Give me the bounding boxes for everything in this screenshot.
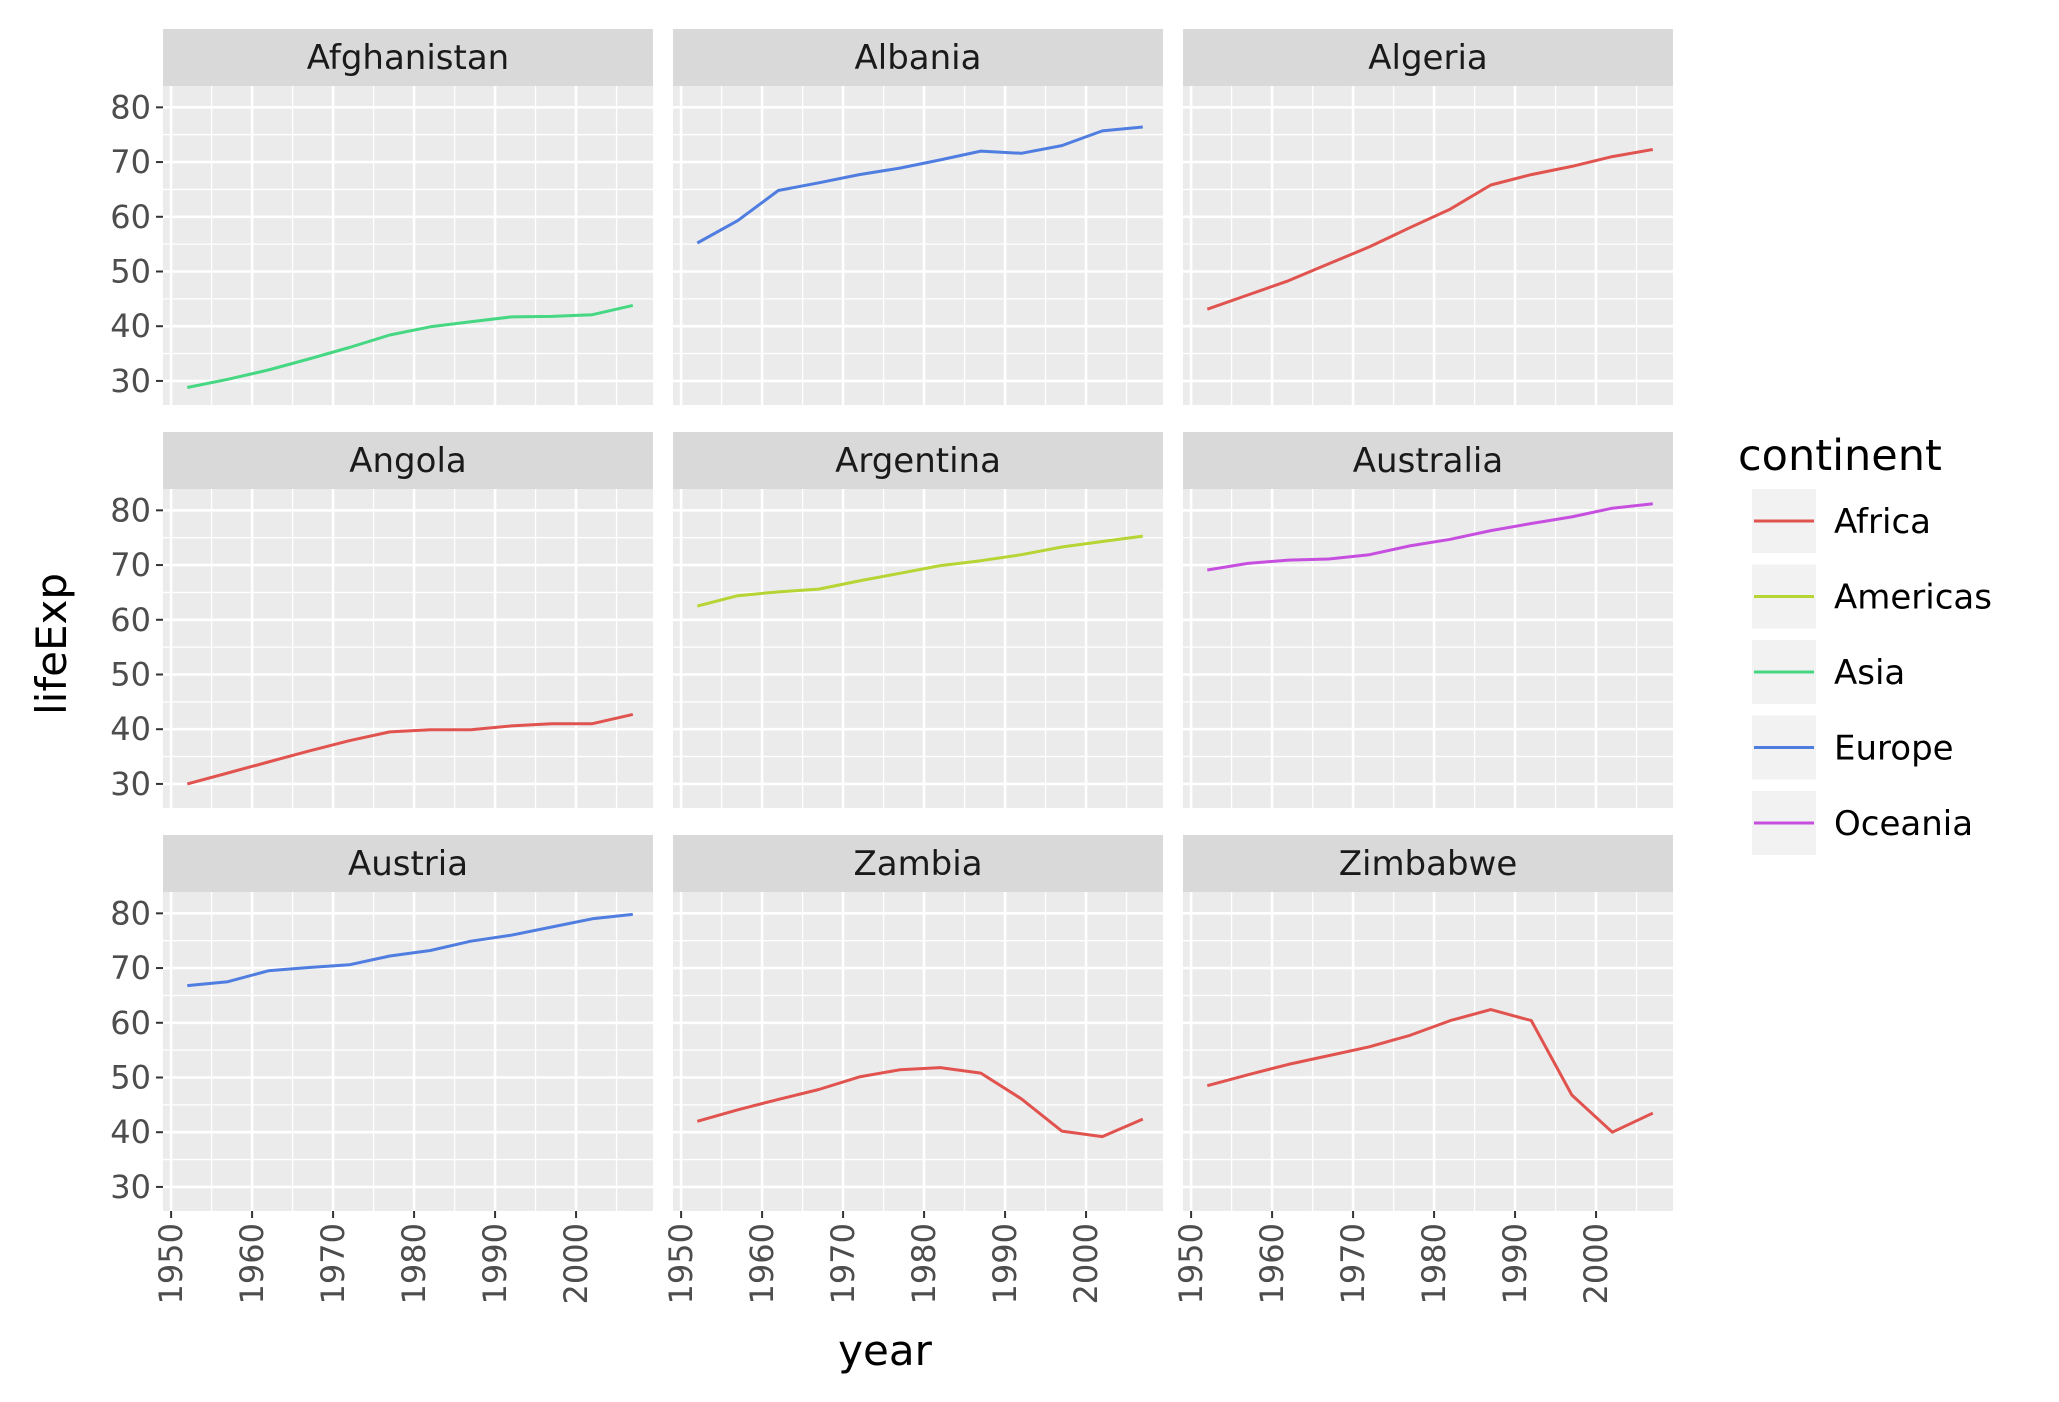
facet-label: Argentina bbox=[835, 441, 1001, 481]
legend-item-asia: Asia bbox=[1752, 640, 1905, 704]
series-line-zambia bbox=[696, 1066, 1144, 1139]
facet-strip bbox=[163, 432, 653, 489]
facet-panel-algeria: Algeria bbox=[1183, 29, 1673, 405]
x-tick-label: 1990 bbox=[476, 1223, 514, 1304]
x-axis: 1950 1960 1970 1980 1990 2000 1950 1960 1970 1980… bbox=[152, 1211, 1615, 1304]
legend-label: Europe bbox=[1834, 729, 1954, 769]
facet-label: Albania bbox=[855, 38, 982, 78]
panel-background bbox=[1183, 892, 1673, 1211]
legend-label: Africa bbox=[1834, 502, 1931, 542]
legend-label: Americas bbox=[1834, 578, 1992, 618]
legend-title: continent bbox=[1738, 431, 1942, 481]
panel-background bbox=[673, 86, 1163, 405]
x-tick-label: 2000 bbox=[557, 1223, 595, 1304]
y-tick-label: 80 bbox=[110, 491, 151, 529]
y-tick-label: 30 bbox=[110, 765, 151, 803]
x-tick-label: 1960 bbox=[233, 1223, 271, 1304]
facet-strip bbox=[673, 432, 1163, 489]
x-tick-label: 1950 bbox=[1172, 1223, 1210, 1304]
y-tick-label: 60 bbox=[110, 601, 151, 639]
x-tick-label: 1980 bbox=[905, 1223, 943, 1304]
legend-label: Asia bbox=[1834, 653, 1905, 693]
y-axis: 30 40 50 60 70 80 30 40 50 60 70 80 30 40 50 60 70 80 bbox=[110, 88, 163, 1206]
x-tick-label: 1990 bbox=[986, 1223, 1024, 1304]
facet-strip bbox=[673, 29, 1163, 86]
facet-panel-australia: Australia bbox=[1183, 432, 1673, 808]
panel-background bbox=[163, 86, 653, 405]
y-tick-label: 50 bbox=[110, 252, 151, 290]
x-tick-label: 1950 bbox=[662, 1223, 700, 1304]
series-line-australia bbox=[1207, 502, 1653, 572]
facet-label: Afghanistan bbox=[307, 38, 509, 78]
series-line-zimbabwe bbox=[1206, 1008, 1654, 1134]
y-tick-label: 80 bbox=[110, 894, 151, 932]
facet-panel-afghanistan: Afghanistan bbox=[163, 29, 653, 405]
x-tick-label: 1970 bbox=[824, 1223, 862, 1304]
y-tick-label: 30 bbox=[110, 362, 151, 400]
facet-strip bbox=[1183, 432, 1673, 489]
facet-label: Algeria bbox=[1368, 38, 1487, 78]
panel-background bbox=[673, 489, 1163, 808]
series-line-austria bbox=[187, 912, 633, 988]
y-tick-label: 60 bbox=[110, 1004, 151, 1042]
facet-panel-austria: Austria bbox=[163, 835, 653, 1211]
y-tick-label: 70 bbox=[110, 546, 151, 584]
x-tick-label: 1970 bbox=[314, 1223, 352, 1304]
legend-item-africa: Africa bbox=[1752, 489, 1931, 553]
x-tick-label: 2000 bbox=[1577, 1223, 1615, 1304]
x-tick-label: 1960 bbox=[743, 1223, 781, 1304]
facet-panel-angola: Angola bbox=[163, 432, 653, 808]
facet-panel-albania: Albania bbox=[673, 29, 1163, 405]
facet-panel-argentina: Argentina bbox=[673, 432, 1163, 808]
legend-item-oceania: Oceania bbox=[1752, 791, 1973, 855]
facet-panel-zambia: Zambia bbox=[673, 835, 1163, 1211]
series-line-albania bbox=[696, 125, 1143, 245]
series-line-angola bbox=[186, 712, 634, 786]
facet-strip bbox=[1183, 29, 1673, 86]
y-tick-label: 50 bbox=[110, 655, 151, 693]
facet-strip bbox=[163, 835, 653, 892]
x-tick-label: 1960 bbox=[1253, 1223, 1291, 1304]
x-tick-label: 1980 bbox=[395, 1223, 433, 1304]
series-line-algeria bbox=[1206, 148, 1654, 311]
x-tick-label: 1980 bbox=[1415, 1223, 1453, 1304]
y-tick-label: 80 bbox=[110, 88, 151, 126]
facet-strip bbox=[1183, 835, 1673, 892]
facet-strip bbox=[673, 835, 1163, 892]
x-tick-label: 1970 bbox=[1334, 1223, 1372, 1304]
y-tick-label: 60 bbox=[110, 198, 151, 236]
y-tick-label: 50 bbox=[110, 1058, 151, 1096]
y-tick-label: 70 bbox=[110, 949, 151, 987]
facet-panels: Afghanistan Albania Algeria Angola Argentina… bbox=[163, 29, 1673, 1211]
legend-label: Oceania bbox=[1834, 804, 1973, 844]
facet-label: Austria bbox=[348, 844, 468, 884]
legend: continent Africa Americas Asia Europe Oceani… bbox=[1738, 431, 1992, 855]
x-tick-label: 2000 bbox=[1067, 1223, 1105, 1304]
facet-label: Zimbabwe bbox=[1339, 844, 1518, 884]
y-tick-label: 30 bbox=[110, 1168, 151, 1206]
y-tick-label: 40 bbox=[110, 307, 151, 345]
facet-panel-zimbabwe: Zimbabwe bbox=[1183, 835, 1673, 1211]
facet-label: Zambia bbox=[853, 844, 982, 884]
panel-background bbox=[1183, 86, 1673, 405]
series-line-afghanistan bbox=[187, 303, 634, 389]
x-tick-label: 1990 bbox=[1496, 1223, 1534, 1304]
facet-strip bbox=[163, 29, 653, 86]
y-tick-label: 70 bbox=[110, 143, 151, 181]
facet-label: Australia bbox=[1353, 441, 1503, 481]
legend-item-americas: Americas bbox=[1752, 564, 1992, 629]
panel-background bbox=[1183, 489, 1673, 808]
panel-background bbox=[673, 892, 1163, 1211]
legend-item-europe: Europe bbox=[1752, 715, 1954, 780]
x-tick-label: 1950 bbox=[152, 1223, 190, 1304]
series-line-argentina bbox=[696, 534, 1143, 608]
y-tick-label: 40 bbox=[110, 710, 151, 748]
y-axis-title: lifeExp bbox=[27, 573, 76, 715]
facet-label: Angola bbox=[349, 441, 466, 481]
x-axis-title: year bbox=[838, 1326, 932, 1375]
panel-background bbox=[163, 489, 653, 808]
panel-background bbox=[163, 892, 653, 1211]
y-tick-label: 40 bbox=[110, 1113, 151, 1151]
